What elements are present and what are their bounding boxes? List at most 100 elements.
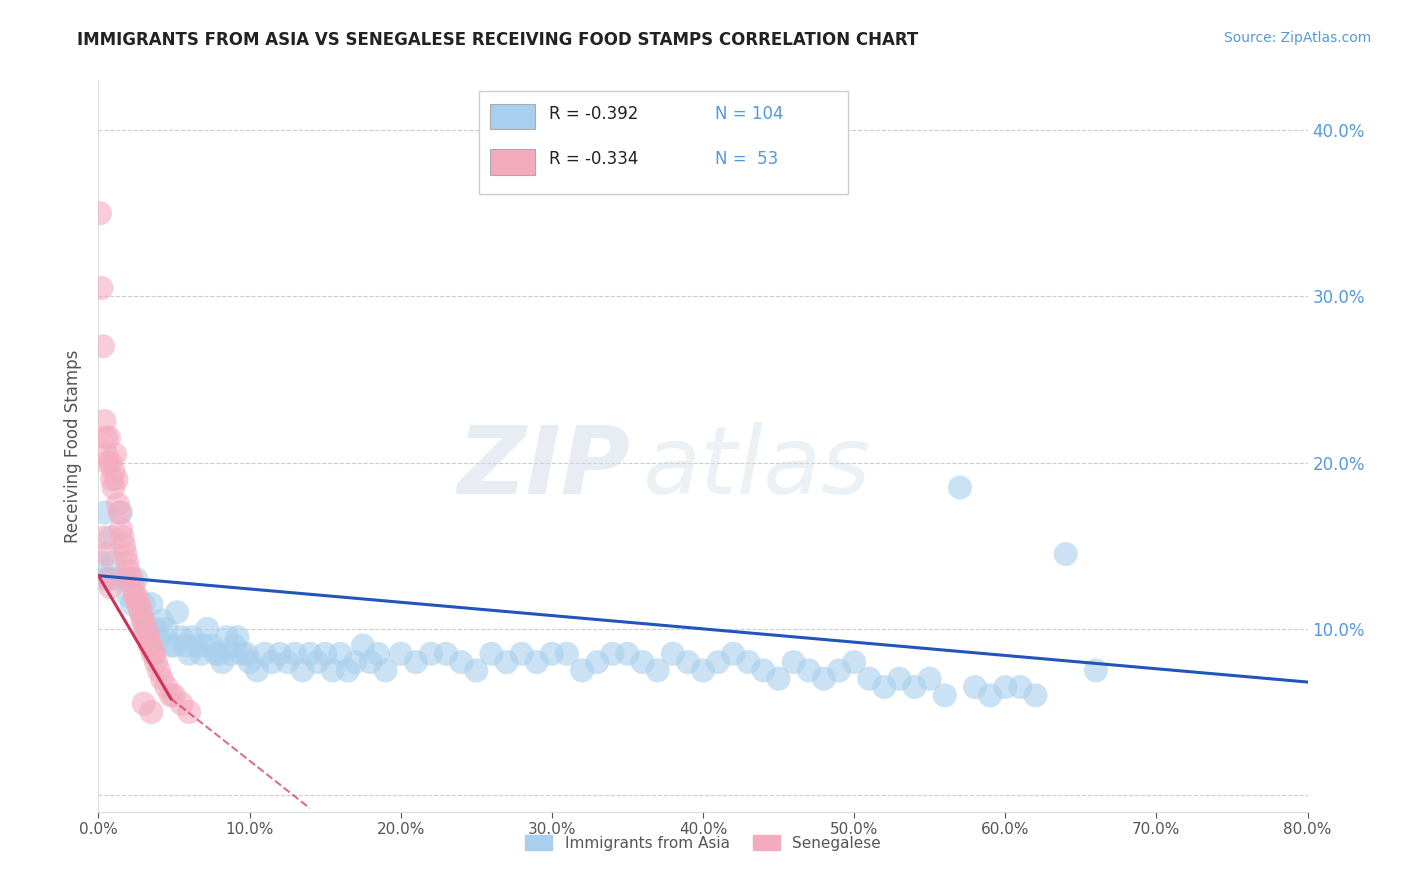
Point <box>783 655 806 669</box>
Point <box>510 647 533 661</box>
Point <box>139 639 162 653</box>
Point <box>93 506 115 520</box>
Point <box>134 622 156 636</box>
Point <box>201 639 224 653</box>
Point <box>450 655 472 669</box>
Point <box>768 672 790 686</box>
Point <box>994 680 1017 694</box>
Point <box>226 630 249 644</box>
Point <box>1024 689 1046 703</box>
Text: ZIP: ZIP <box>457 422 630 514</box>
Point <box>90 281 112 295</box>
Point <box>135 622 157 636</box>
Point <box>122 580 145 594</box>
Point <box>100 530 122 544</box>
FancyBboxPatch shape <box>491 149 534 175</box>
Point <box>1054 547 1077 561</box>
Point <box>132 597 155 611</box>
Point <box>120 572 142 586</box>
Point <box>707 655 730 669</box>
Point <box>555 647 578 661</box>
Point <box>752 664 775 678</box>
Point <box>98 572 121 586</box>
Point <box>94 447 117 461</box>
Point <box>96 456 118 470</box>
Point <box>93 414 115 428</box>
Point <box>186 639 208 653</box>
Point <box>495 655 517 669</box>
Point <box>131 614 153 628</box>
Text: N = 104: N = 104 <box>716 105 783 123</box>
Point <box>170 630 193 644</box>
Point <box>190 647 212 661</box>
Text: R = -0.392: R = -0.392 <box>550 105 638 123</box>
Point <box>94 547 117 561</box>
Point <box>465 664 488 678</box>
Point <box>647 664 669 678</box>
Point <box>148 664 170 678</box>
Point <box>141 639 163 653</box>
Point <box>1085 664 1108 678</box>
Point <box>103 555 125 569</box>
Point <box>692 664 714 678</box>
Point <box>115 555 138 569</box>
Point <box>125 572 148 586</box>
Point <box>828 664 851 678</box>
Text: N =  53: N = 53 <box>716 150 779 169</box>
Point <box>141 597 163 611</box>
Point <box>205 647 228 661</box>
Point <box>104 447 127 461</box>
Point <box>284 647 307 661</box>
FancyBboxPatch shape <box>479 91 848 194</box>
Point <box>155 680 177 694</box>
Point <box>181 630 204 644</box>
Point <box>160 639 183 653</box>
Point <box>481 647 503 661</box>
Point <box>540 647 562 661</box>
Point <box>737 655 759 669</box>
Point <box>129 605 152 619</box>
Point <box>291 664 314 678</box>
Point <box>100 580 122 594</box>
Point <box>797 664 820 678</box>
Point <box>155 622 177 636</box>
Point <box>103 464 125 478</box>
Point <box>813 672 835 686</box>
Point <box>121 572 143 586</box>
Point <box>170 697 193 711</box>
Point <box>979 689 1001 703</box>
Point <box>110 506 132 520</box>
Point <box>125 589 148 603</box>
Point <box>374 664 396 678</box>
Point <box>307 655 329 669</box>
Point <box>215 630 238 644</box>
Point <box>631 655 654 669</box>
Point <box>132 697 155 711</box>
Point <box>526 655 548 669</box>
Point <box>143 647 166 661</box>
Point <box>360 655 382 669</box>
Point <box>329 647 352 661</box>
Point <box>221 647 243 661</box>
Point <box>93 530 115 544</box>
Point <box>246 664 269 678</box>
Point <box>235 647 257 661</box>
Point <box>586 655 609 669</box>
Point <box>405 655 427 669</box>
Point <box>1010 680 1032 694</box>
Point <box>208 647 231 661</box>
Point <box>121 597 143 611</box>
Point <box>299 647 322 661</box>
Point <box>100 456 122 470</box>
Point <box>150 672 173 686</box>
Text: R = -0.334: R = -0.334 <box>550 150 638 169</box>
Point <box>844 655 866 669</box>
Point <box>211 655 233 669</box>
Point <box>89 206 111 220</box>
Point <box>148 630 170 644</box>
Point <box>141 705 163 719</box>
Point <box>108 506 131 520</box>
Point <box>112 539 135 553</box>
Point <box>195 622 218 636</box>
Point <box>193 639 215 653</box>
